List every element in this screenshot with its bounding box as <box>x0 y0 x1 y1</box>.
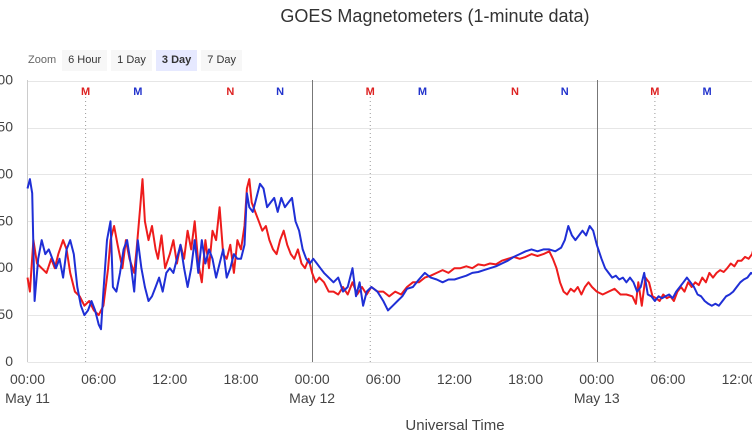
marker-label: N <box>511 86 519 98</box>
x-tick-label: 06:00 <box>650 371 685 387</box>
series-line-1 <box>26 178 752 317</box>
y-tick-label: 0 <box>5 353 13 369</box>
zoom-7-day-button[interactable]: 7 Day <box>201 49 243 71</box>
zoom-6-hour-button[interactable]: 6 Hour <box>62 49 108 71</box>
day-boundaries <box>312 80 598 362</box>
x-tick-label: 00:00 <box>579 371 614 387</box>
y-tick-label: 100 <box>0 259 13 275</box>
marker-label: M <box>702 86 711 98</box>
marker-label: N <box>276 86 284 98</box>
x-tick-label: 18:00 <box>223 371 258 387</box>
marker-label: N <box>561 86 569 98</box>
y-tick-label: 200 <box>0 165 13 181</box>
x-tick-label: 06:00 <box>81 371 116 387</box>
zoom-3-day-button[interactable]: 3 Day <box>155 49 198 71</box>
zoom-1-day-button[interactable]: 1 Day <box>111 49 152 71</box>
chart-title: GOES Magnetometers (1-minute data) <box>280 6 590 26</box>
y-axis-labels: 0 50 100 150 200 250 300 <box>0 72 13 369</box>
x-tick-date-label: May 12 <box>289 390 335 406</box>
x-tick-label: 00:00 <box>295 371 330 387</box>
y-tick-label: 150 <box>0 212 13 228</box>
marker-label: M <box>133 86 142 98</box>
x-axis-labels: 00:00 May 11 06:00 12:00 18:00 00:00 May 12 06:… <box>5 371 752 406</box>
marker-label: M <box>366 86 375 98</box>
marker-label: M <box>650 86 659 98</box>
marker-label: N <box>226 86 234 98</box>
x-tick-date-label: May 13 <box>574 390 620 406</box>
x-tick-label: 12:00 <box>722 371 752 387</box>
x-tick-label: 12:00 <box>437 371 472 387</box>
y-tick-label: 250 <box>0 119 13 135</box>
y-tick-label: 300 <box>0 72 13 88</box>
y-tick-label: 50 <box>0 306 13 322</box>
x-tick-label: 06:00 <box>366 371 401 387</box>
marker-lines <box>85 97 656 362</box>
zoom-bar: Zoom 6 Hour 1 Day 3 Day 7 Day <box>28 49 246 71</box>
x-tick-label: 00:00 <box>10 371 45 387</box>
marker-label: M <box>418 86 427 98</box>
marker-label: M <box>81 86 90 98</box>
series-group[interactable] <box>26 178 752 331</box>
x-tick-date-label: May 11 <box>5 390 50 406</box>
x-tick-label: 18:00 <box>508 371 543 387</box>
zoom-label: Zoom <box>28 54 57 66</box>
x-axis-title: Universal Time <box>405 417 504 434</box>
series-line-2 <box>26 178 752 331</box>
x-tick-label: 12:00 <box>152 371 187 387</box>
grid-lines <box>27 81 752 363</box>
